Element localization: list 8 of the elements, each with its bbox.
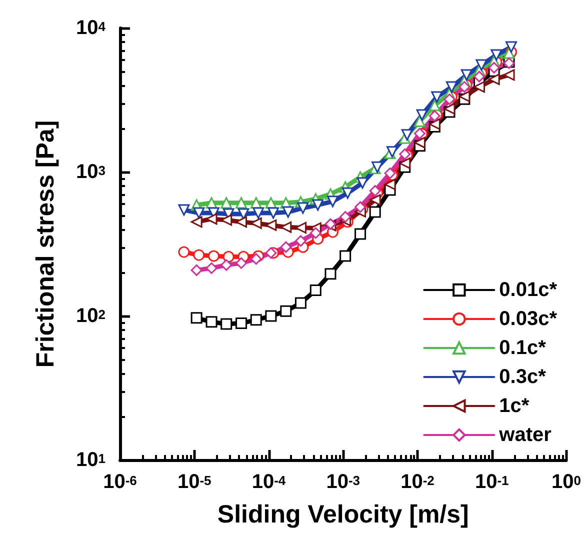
- legend-label: water: [498, 424, 552, 446]
- x-axis-title: Sliding Velocity [m/s]: [217, 500, 469, 528]
- legend-label: 0.01c*: [499, 279, 558, 301]
- legend-label: 0.1c*: [499, 337, 546, 359]
- y-axis-title: Frictional stress [Pa]: [32, 120, 60, 368]
- legend-label: 0.03c*: [499, 308, 558, 330]
- legend-label: 0.3c*: [499, 366, 546, 388]
- legend-label: 1c*: [499, 395, 530, 417]
